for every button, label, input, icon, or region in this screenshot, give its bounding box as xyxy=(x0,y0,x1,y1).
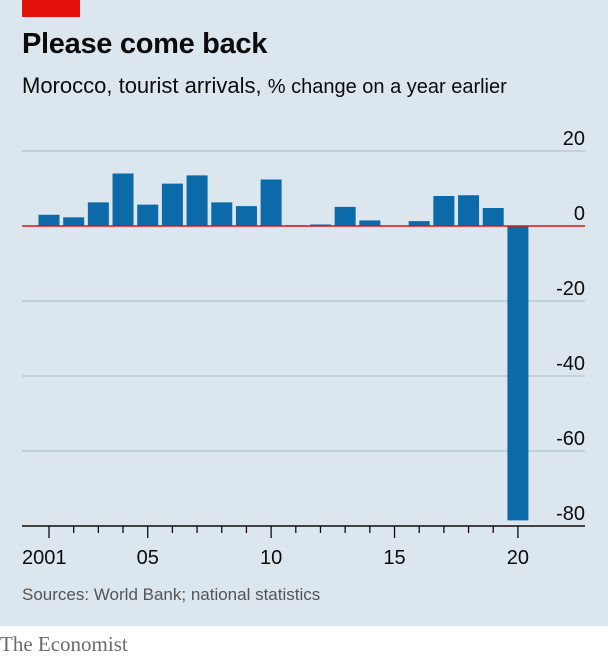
axes: 20 0 -20 -40 -60 -80 2001 05 10 15 20 xyxy=(22,128,585,569)
bar-2018 xyxy=(458,195,480,226)
gridlines xyxy=(22,150,585,452)
x-tick-label: 15 xyxy=(383,547,405,569)
bar-2013 xyxy=(334,206,356,226)
bar-2020 xyxy=(507,226,529,521)
bar-2007 xyxy=(186,175,208,226)
bar-2003 xyxy=(87,202,109,226)
chart-panel xyxy=(0,0,608,626)
publisher-logo: The Economist xyxy=(0,632,128,656)
bar-2017 xyxy=(433,196,455,226)
y-tick-label: 0 xyxy=(574,203,585,225)
bar-2014 xyxy=(359,220,381,226)
y-tick-label: -60 xyxy=(556,428,585,450)
x-tick-label: 2001 xyxy=(22,547,67,569)
bars xyxy=(38,173,529,521)
chart-subtitle: Morocco, tourist arrivals, % change on a… xyxy=(22,73,507,99)
bar-2016 xyxy=(408,221,430,226)
bar-2002 xyxy=(63,217,85,226)
bar-2006 xyxy=(161,183,183,226)
brand-tag xyxy=(22,0,80,17)
y-tick-label: -80 xyxy=(556,503,585,525)
bar-2010 xyxy=(260,179,282,226)
bar-2009 xyxy=(235,206,257,226)
x-tick-label: 20 xyxy=(507,547,529,569)
bar-chart: 20 0 -20 -40 -60 -80 2001 05 10 15 20 xyxy=(22,128,585,569)
chart-title: Please come back xyxy=(22,28,268,60)
bar-2004 xyxy=(112,173,134,226)
bar-2005 xyxy=(137,204,159,226)
x-tick-label: 10 xyxy=(260,547,282,569)
y-tick-label: -40 xyxy=(556,353,585,375)
subtitle-unit: % change on a year earlier xyxy=(267,76,507,98)
y-tick-label: 20 xyxy=(563,128,585,150)
bar-2008 xyxy=(211,202,233,226)
subtitle-main: Morocco, tourist arrivals, xyxy=(22,73,262,98)
y-tick-label: -20 xyxy=(556,278,585,300)
source-note: Sources: World Bank; national statistics xyxy=(22,585,321,604)
bar-2001 xyxy=(38,214,60,226)
x-tick-label: 05 xyxy=(137,547,159,569)
bar-2019 xyxy=(482,208,504,226)
